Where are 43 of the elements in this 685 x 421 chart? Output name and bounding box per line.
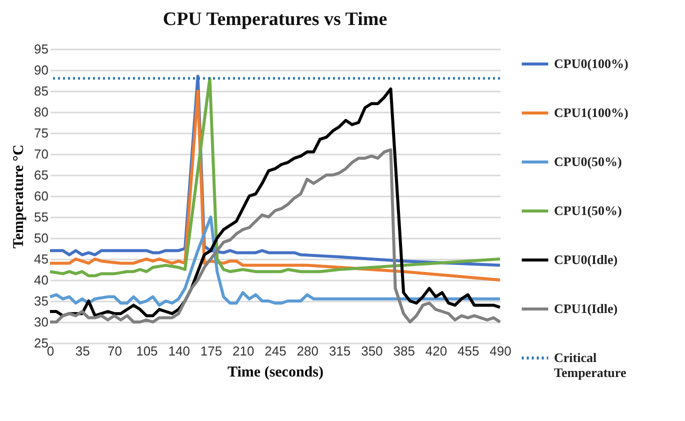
- y-tick-label: 90: [34, 62, 48, 78]
- chart-title: CPU Temperatures vs Time: [162, 9, 388, 30]
- x-axis-title: Time (seconds): [228, 364, 324, 380]
- x-tick-label: 105: [136, 344, 158, 358]
- y-tick-label: 70: [34, 146, 48, 162]
- x-tick-label: 35: [75, 344, 90, 358]
- x-tick-label: 70: [108, 344, 122, 358]
- y-tick-label: 25: [34, 336, 48, 350]
- y-tick-label: 75: [34, 126, 48, 140]
- y-tick-label: 60: [34, 188, 48, 204]
- line-series: [48, 216, 502, 307]
- legend-label: CPU0(50%): [554, 154, 622, 169]
- y-tick-label: 40: [34, 272, 48, 288]
- line-series: [48, 87, 502, 318]
- y-tick-label: 50: [34, 230, 48, 246]
- x-tick-label: 175: [200, 344, 222, 358]
- y-tick-label: 95: [34, 42, 48, 56]
- x-tick-label: 490: [490, 344, 512, 358]
- y-tick-label: 30: [34, 314, 48, 330]
- x-tick-label: 315: [328, 344, 351, 358]
- legend-label: CPU1(Idle): [554, 301, 618, 316]
- line-series: [48, 148, 502, 324]
- legend-label: CPU0(100%): [554, 56, 628, 71]
- x-tick-label: 420: [425, 344, 448, 358]
- x-tick-label: 245: [264, 344, 286, 358]
- x-tick-label: 350: [361, 344, 383, 358]
- y-tick-label: 65: [34, 168, 48, 182]
- y-tick-label: 80: [34, 104, 48, 120]
- x-tick-label: 0: [46, 344, 54, 358]
- x-tick-label: 280: [296, 344, 318, 358]
- x-tick-label: 455: [458, 344, 480, 358]
- x-tick-label: 210: [232, 344, 254, 358]
- legend-label: Critical Temperature: [554, 350, 626, 380]
- y-tick-label: 85: [34, 84, 48, 98]
- legend-label: CPU1(50%): [554, 203, 622, 218]
- y-axis-title: Temperature °C: [11, 144, 28, 248]
- legend-label: CPU1(100%): [554, 105, 628, 120]
- x-tick-label: 140: [168, 344, 190, 358]
- y-tick-label: 45: [34, 252, 48, 266]
- y-tick-label: 35: [34, 294, 48, 308]
- y-tick-label: 55: [34, 210, 48, 224]
- legend-label: CPU0(Idle): [554, 252, 618, 267]
- x-tick-label: 385: [393, 344, 415, 358]
